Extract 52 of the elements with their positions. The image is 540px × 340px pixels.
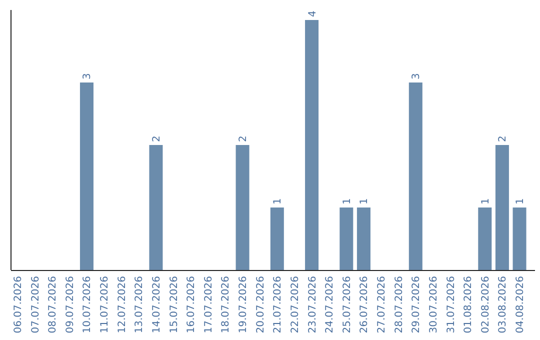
x-tick-label: 25.07.2026 [342, 276, 353, 334]
bar [512, 208, 526, 270]
x-tick-label: 12.07.2026 [116, 276, 128, 334]
x-tick-label: 27.07.2026 [376, 276, 388, 334]
x-tick-label: 23.07.2026 [307, 276, 318, 334]
bar [356, 208, 370, 270]
x-tick-label: 16.07.2026 [186, 276, 198, 334]
x-tick-label: 30.07.2026 [428, 276, 440, 334]
x-tick-label: 18.07.2026 [220, 276, 232, 334]
data-label: 4 [307, 10, 318, 17]
x-tick-label: 19.07.2026 [238, 276, 250, 334]
bar [236, 145, 250, 270]
x-tick-label: 28.07.2026 [394, 276, 405, 334]
bar [270, 208, 284, 270]
x-tick-label: 17.07.2026 [203, 276, 214, 334]
x-tick-label: 07.07.2026 [30, 276, 42, 334]
x-tick-label: 20.07.2026 [255, 276, 266, 334]
data-label: 2 [151, 136, 162, 142]
x-tick-label: 24.07.2026 [324, 276, 336, 334]
x-tick-label: 21.07.2026 [272, 276, 284, 334]
x-tick-label: 15.07.2026 [168, 276, 180, 334]
data-label: 1 [359, 198, 370, 204]
x-tick-label: 01.08.2026 [463, 276, 474, 334]
x-tick-label: 03.08.2026 [498, 276, 509, 334]
x-tick-label: 13.07.2026 [134, 276, 146, 334]
x-tick-label: 31.07.2026 [446, 276, 457, 334]
x-tick-label: 29.07.2026 [411, 276, 422, 334]
bar [305, 20, 319, 270]
data-label: 2 [238, 136, 250, 142]
data-label: 3 [82, 73, 94, 80]
bar [149, 145, 163, 270]
bar [408, 82, 422, 270]
data-label: 1 [342, 198, 353, 204]
x-tick-label: 08.07.2026 [48, 276, 59, 334]
x-tick-label: 02.08.2026 [480, 276, 492, 334]
bar [495, 145, 509, 270]
data-label: 1 [272, 198, 284, 204]
x-tick-label: 14.07.2026 [151, 276, 162, 334]
x-tick-label: 06.07.2026 [12, 276, 24, 334]
x-tick-label: 09.07.2026 [64, 276, 76, 334]
data-label: 2 [498, 136, 509, 142]
bar [80, 82, 94, 270]
x-tick-label: 10.07.2026 [82, 276, 94, 334]
bar [340, 208, 354, 270]
x-tick-label: 11.07.2026 [100, 276, 111, 334]
data-label: 3 [411, 73, 422, 80]
x-tick-label: 22.07.2026 [290, 276, 301, 334]
data-label: 1 [480, 198, 492, 204]
x-tick-label: 04.08.2026 [515, 276, 526, 334]
bar [478, 208, 492, 270]
data-label: 1 [515, 198, 526, 204]
x-tick-label: 26.07.2026 [359, 276, 370, 334]
